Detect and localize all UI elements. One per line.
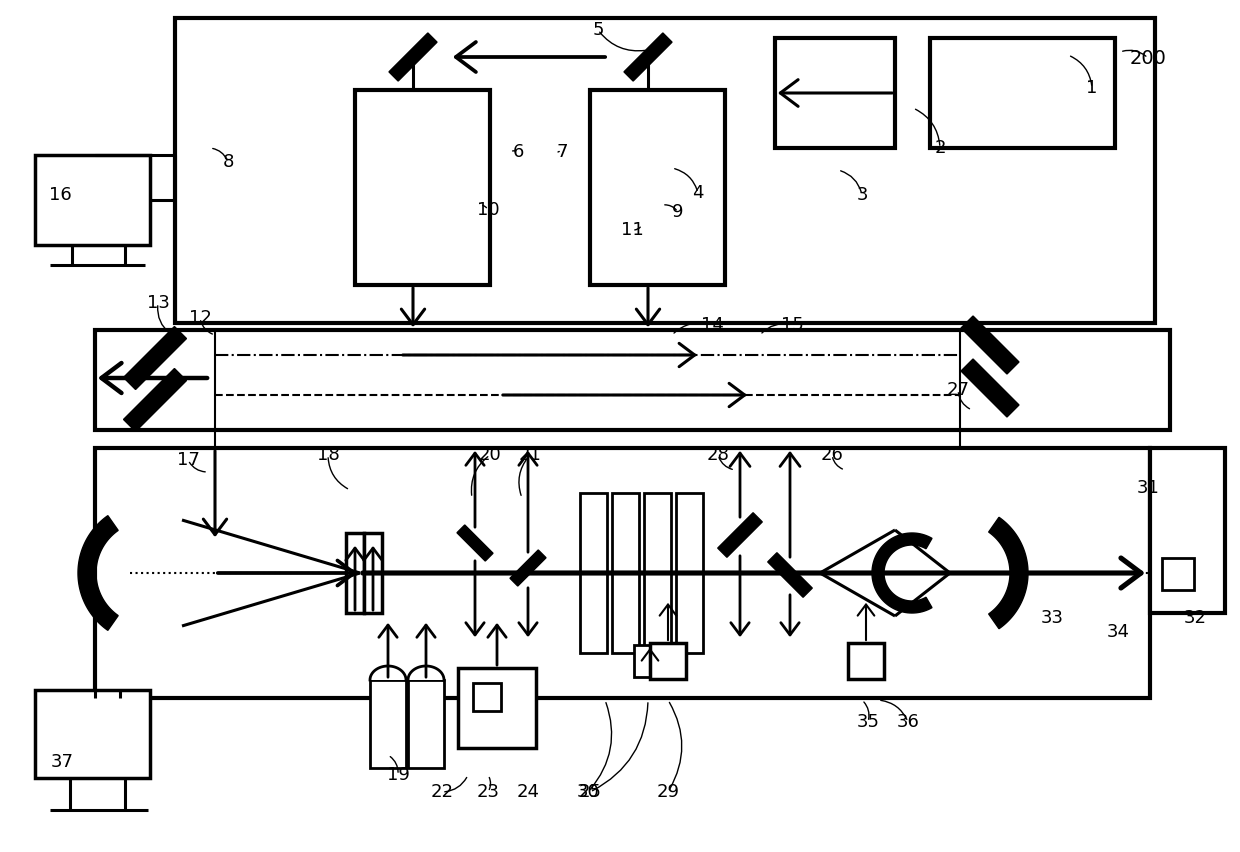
Bar — [930, 38, 1115, 148]
Text: 20: 20 — [479, 446, 501, 464]
Bar — [652, 645, 684, 677]
Polygon shape — [961, 359, 1019, 417]
Polygon shape — [988, 517, 1028, 629]
Text: 31: 31 — [1137, 479, 1159, 497]
Bar — [472, 683, 501, 711]
Text: 23: 23 — [476, 783, 500, 801]
Polygon shape — [458, 525, 494, 561]
Text: 19: 19 — [387, 766, 409, 784]
Text: 16: 16 — [48, 186, 72, 204]
Text: 1: 1 — [1086, 79, 1097, 97]
Text: 200: 200 — [1130, 49, 1167, 67]
Polygon shape — [389, 33, 436, 81]
Polygon shape — [961, 316, 1019, 374]
Polygon shape — [768, 553, 812, 597]
Bar — [35, 155, 150, 245]
Bar — [365, 533, 382, 613]
Text: 5: 5 — [593, 21, 604, 39]
Text: 13: 13 — [146, 294, 170, 312]
Polygon shape — [624, 33, 672, 81]
Text: 27: 27 — [946, 381, 970, 399]
Text: 33: 33 — [1040, 609, 1064, 627]
Text: 8: 8 — [222, 153, 233, 171]
Bar — [35, 690, 150, 778]
Text: 4: 4 — [692, 184, 704, 202]
Bar — [676, 493, 703, 653]
Polygon shape — [78, 515, 118, 630]
Bar — [95, 330, 1171, 430]
Text: 25: 25 — [579, 783, 601, 801]
Text: 14: 14 — [701, 316, 723, 334]
Text: 21: 21 — [518, 446, 542, 464]
Text: 12: 12 — [188, 309, 212, 327]
Bar — [1149, 448, 1225, 613]
Polygon shape — [718, 513, 763, 557]
Polygon shape — [510, 550, 546, 586]
Text: 34: 34 — [1106, 623, 1130, 641]
Text: 24: 24 — [517, 783, 539, 801]
Bar — [408, 680, 444, 768]
Polygon shape — [408, 666, 444, 680]
Bar — [458, 668, 536, 748]
Bar — [613, 493, 639, 653]
Text: 15: 15 — [780, 316, 804, 334]
Text: 10: 10 — [476, 201, 500, 219]
Text: 17: 17 — [176, 451, 200, 469]
Text: 6: 6 — [512, 143, 523, 161]
Text: 11: 11 — [621, 221, 644, 239]
Bar — [775, 38, 895, 148]
Bar — [346, 533, 365, 613]
Bar — [580, 493, 608, 653]
Bar — [644, 493, 671, 653]
Bar — [95, 448, 1149, 698]
Bar — [634, 645, 666, 677]
Polygon shape — [370, 666, 405, 680]
Polygon shape — [872, 533, 932, 613]
Text: 32: 32 — [1183, 609, 1207, 627]
Bar — [590, 90, 725, 285]
Text: 7: 7 — [557, 143, 568, 161]
Bar — [370, 680, 405, 768]
Text: 22: 22 — [430, 783, 454, 801]
Text: 36: 36 — [897, 713, 919, 731]
Text: 18: 18 — [316, 446, 340, 464]
Text: 26: 26 — [821, 446, 843, 464]
Bar — [848, 643, 884, 679]
Bar — [650, 643, 686, 679]
Polygon shape — [124, 369, 186, 431]
Text: 30: 30 — [577, 783, 599, 801]
Bar — [1162, 558, 1194, 590]
Text: 3: 3 — [857, 186, 868, 204]
Text: 29: 29 — [656, 783, 680, 801]
Text: 28: 28 — [707, 446, 729, 464]
Text: 2: 2 — [934, 139, 946, 157]
Bar — [175, 18, 1154, 323]
Text: 9: 9 — [672, 203, 683, 221]
Bar — [355, 90, 490, 285]
Text: 37: 37 — [51, 753, 73, 771]
Polygon shape — [124, 326, 186, 389]
Text: 35: 35 — [857, 713, 879, 731]
